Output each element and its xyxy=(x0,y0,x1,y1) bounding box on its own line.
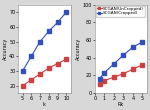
Line: SCGAN(Cropped): SCGAN(Cropped) xyxy=(98,40,144,81)
Line: SCGAN(UnCropped): SCGAN(UnCropped) xyxy=(21,58,68,87)
SCGAN(Cropped) xyxy=(65,11,67,13)
SCGAN(UnCropped) xyxy=(99,84,100,85)
SCGAN(Cropped) xyxy=(132,47,134,48)
SCGAN(Cropped) xyxy=(142,41,143,42)
SCGAN(UnCropped) xyxy=(103,80,105,81)
Legend: SCGAN(UnCropped), SCGAN(Cropped): SCGAN(UnCropped), SCGAN(Cropped) xyxy=(96,6,145,16)
SCGAN(Cropped) xyxy=(57,22,59,23)
X-axis label: k: k xyxy=(43,102,46,107)
SCGAN(UnCropped) xyxy=(65,59,67,60)
SCGAN(UnCropped) xyxy=(113,77,115,78)
SCGAN(Cropped) xyxy=(39,41,41,42)
SCGAN(UnCropped) xyxy=(122,73,124,74)
Line: SCGAN(Cropped): SCGAN(Cropped) xyxy=(21,10,68,73)
SCGAN(Cropped) xyxy=(30,56,32,57)
SCGAN(Cropped) xyxy=(103,72,105,73)
SCGAN(UnCropped) xyxy=(142,64,143,65)
Line: SCGAN(UnCropped): SCGAN(UnCropped) xyxy=(98,63,144,86)
X-axis label: Rk: Rk xyxy=(118,102,124,107)
SCGAN(UnCropped) xyxy=(30,79,32,81)
SCGAN(UnCropped) xyxy=(48,67,50,69)
SCGAN(UnCropped) xyxy=(57,63,59,64)
SCGAN(Cropped) xyxy=(48,31,50,32)
Y-axis label: Accuracy: Accuracy xyxy=(76,38,81,60)
SCGAN(Cropped) xyxy=(113,63,115,65)
Y-axis label: Accuracy: Accuracy xyxy=(3,38,8,60)
SCGAN(UnCropped) xyxy=(39,73,41,75)
SCGAN(Cropped) xyxy=(22,70,23,72)
SCGAN(UnCropped) xyxy=(132,69,134,70)
SCGAN(Cropped) xyxy=(122,54,124,56)
SCGAN(Cropped) xyxy=(99,78,100,80)
SCGAN(UnCropped) xyxy=(22,85,23,86)
